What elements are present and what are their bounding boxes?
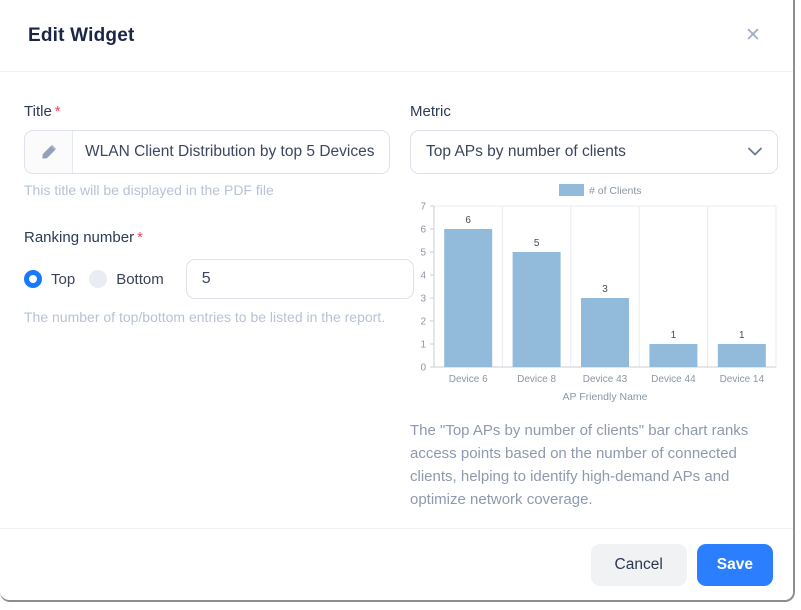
edit-pencil-icon xyxy=(25,131,73,173)
radio-top-label: Top xyxy=(51,270,76,288)
svg-text:3: 3 xyxy=(420,294,426,305)
title-field-label: Title * xyxy=(24,103,61,120)
svg-text:1: 1 xyxy=(671,330,677,341)
svg-text:1: 1 xyxy=(420,340,426,351)
svg-text:2: 2 xyxy=(420,317,426,328)
svg-text:# of Clients: # of Clients xyxy=(589,185,642,197)
svg-text:Device 14: Device 14 xyxy=(720,374,765,385)
dialog-body: Title* This title will be displayed in t… xyxy=(0,72,793,511)
radio-selected-icon[interactable] xyxy=(24,270,42,288)
ranking-controls: Top Bottom xyxy=(24,259,414,299)
metric-description: The "Top APs by number of clients" bar c… xyxy=(410,422,749,508)
save-button[interactable]: Save xyxy=(696,543,773,586)
close-button[interactable]: ✕ xyxy=(739,22,767,50)
metric-preview-chart: # of Clients 0 1 2 3 4 5 6 7 6 Device 6 5 Device 8 3 D… xyxy=(410,183,778,410)
dialog-title: Edit Widget xyxy=(28,24,135,46)
required-asterisk: * xyxy=(137,229,143,246)
svg-text:5: 5 xyxy=(534,238,540,249)
svg-text:AP Friendly Name: AP Friendly Name xyxy=(562,391,647,403)
right-column: Metric Top APs by number of clients # of… xyxy=(410,72,778,511)
ranking-label: Ranking number * xyxy=(24,229,143,246)
svg-text:6: 6 xyxy=(420,225,426,236)
bar-chart: # of Clients 0 1 2 3 4 5 6 7 6 Device 6 5 Device 8 3 D… xyxy=(420,184,777,403)
svg-text:5: 5 xyxy=(420,248,426,259)
widget-title-input[interactable] xyxy=(73,131,389,173)
edit-widget-dialog: Edit Widget ✕ Title* This title will be … xyxy=(0,0,795,602)
dialog-header: Edit Widget ✕ xyxy=(0,0,793,72)
svg-text:0: 0 xyxy=(420,363,426,374)
radio-unselected-icon[interactable] xyxy=(89,270,108,288)
svg-text:Device 44: Device 44 xyxy=(651,374,696,385)
svg-text:Device 6: Device 6 xyxy=(449,374,488,385)
required-asterisk: * xyxy=(54,103,61,120)
chevron-down-icon xyxy=(748,143,762,161)
svg-text:1: 1 xyxy=(739,330,745,341)
svg-text:3: 3 xyxy=(602,284,608,295)
radio-top[interactable]: Top xyxy=(24,270,89,288)
radio-bottom[interactable]: Bottom xyxy=(89,270,178,288)
title-input-group xyxy=(24,130,390,174)
metric-selected-value: Top APs by number of clients xyxy=(426,143,626,160)
ranking-helper-text: The number of top/bottom entries to be l… xyxy=(24,309,386,325)
close-icon: ✕ xyxy=(745,25,761,46)
svg-text:4: 4 xyxy=(420,271,426,282)
dialog-footer: Cancel Save xyxy=(0,528,793,600)
metric-select[interactable]: Top APs by number of clients xyxy=(410,130,778,174)
cancel-button[interactable]: Cancel xyxy=(590,543,687,586)
svg-text:7: 7 xyxy=(420,202,426,213)
metric-label: Metric xyxy=(410,103,451,120)
radio-bottom-label: Bottom xyxy=(116,270,164,288)
title-helper-text: This title will be displayed in the PDF … xyxy=(24,182,274,198)
svg-text:6: 6 xyxy=(465,215,471,226)
svg-text:Device 8: Device 8 xyxy=(517,374,556,385)
ranking-count-input[interactable] xyxy=(185,259,414,299)
svg-text:Device 43: Device 43 xyxy=(583,374,628,385)
left-column: Title* This title will be displayed in t… xyxy=(24,72,414,511)
